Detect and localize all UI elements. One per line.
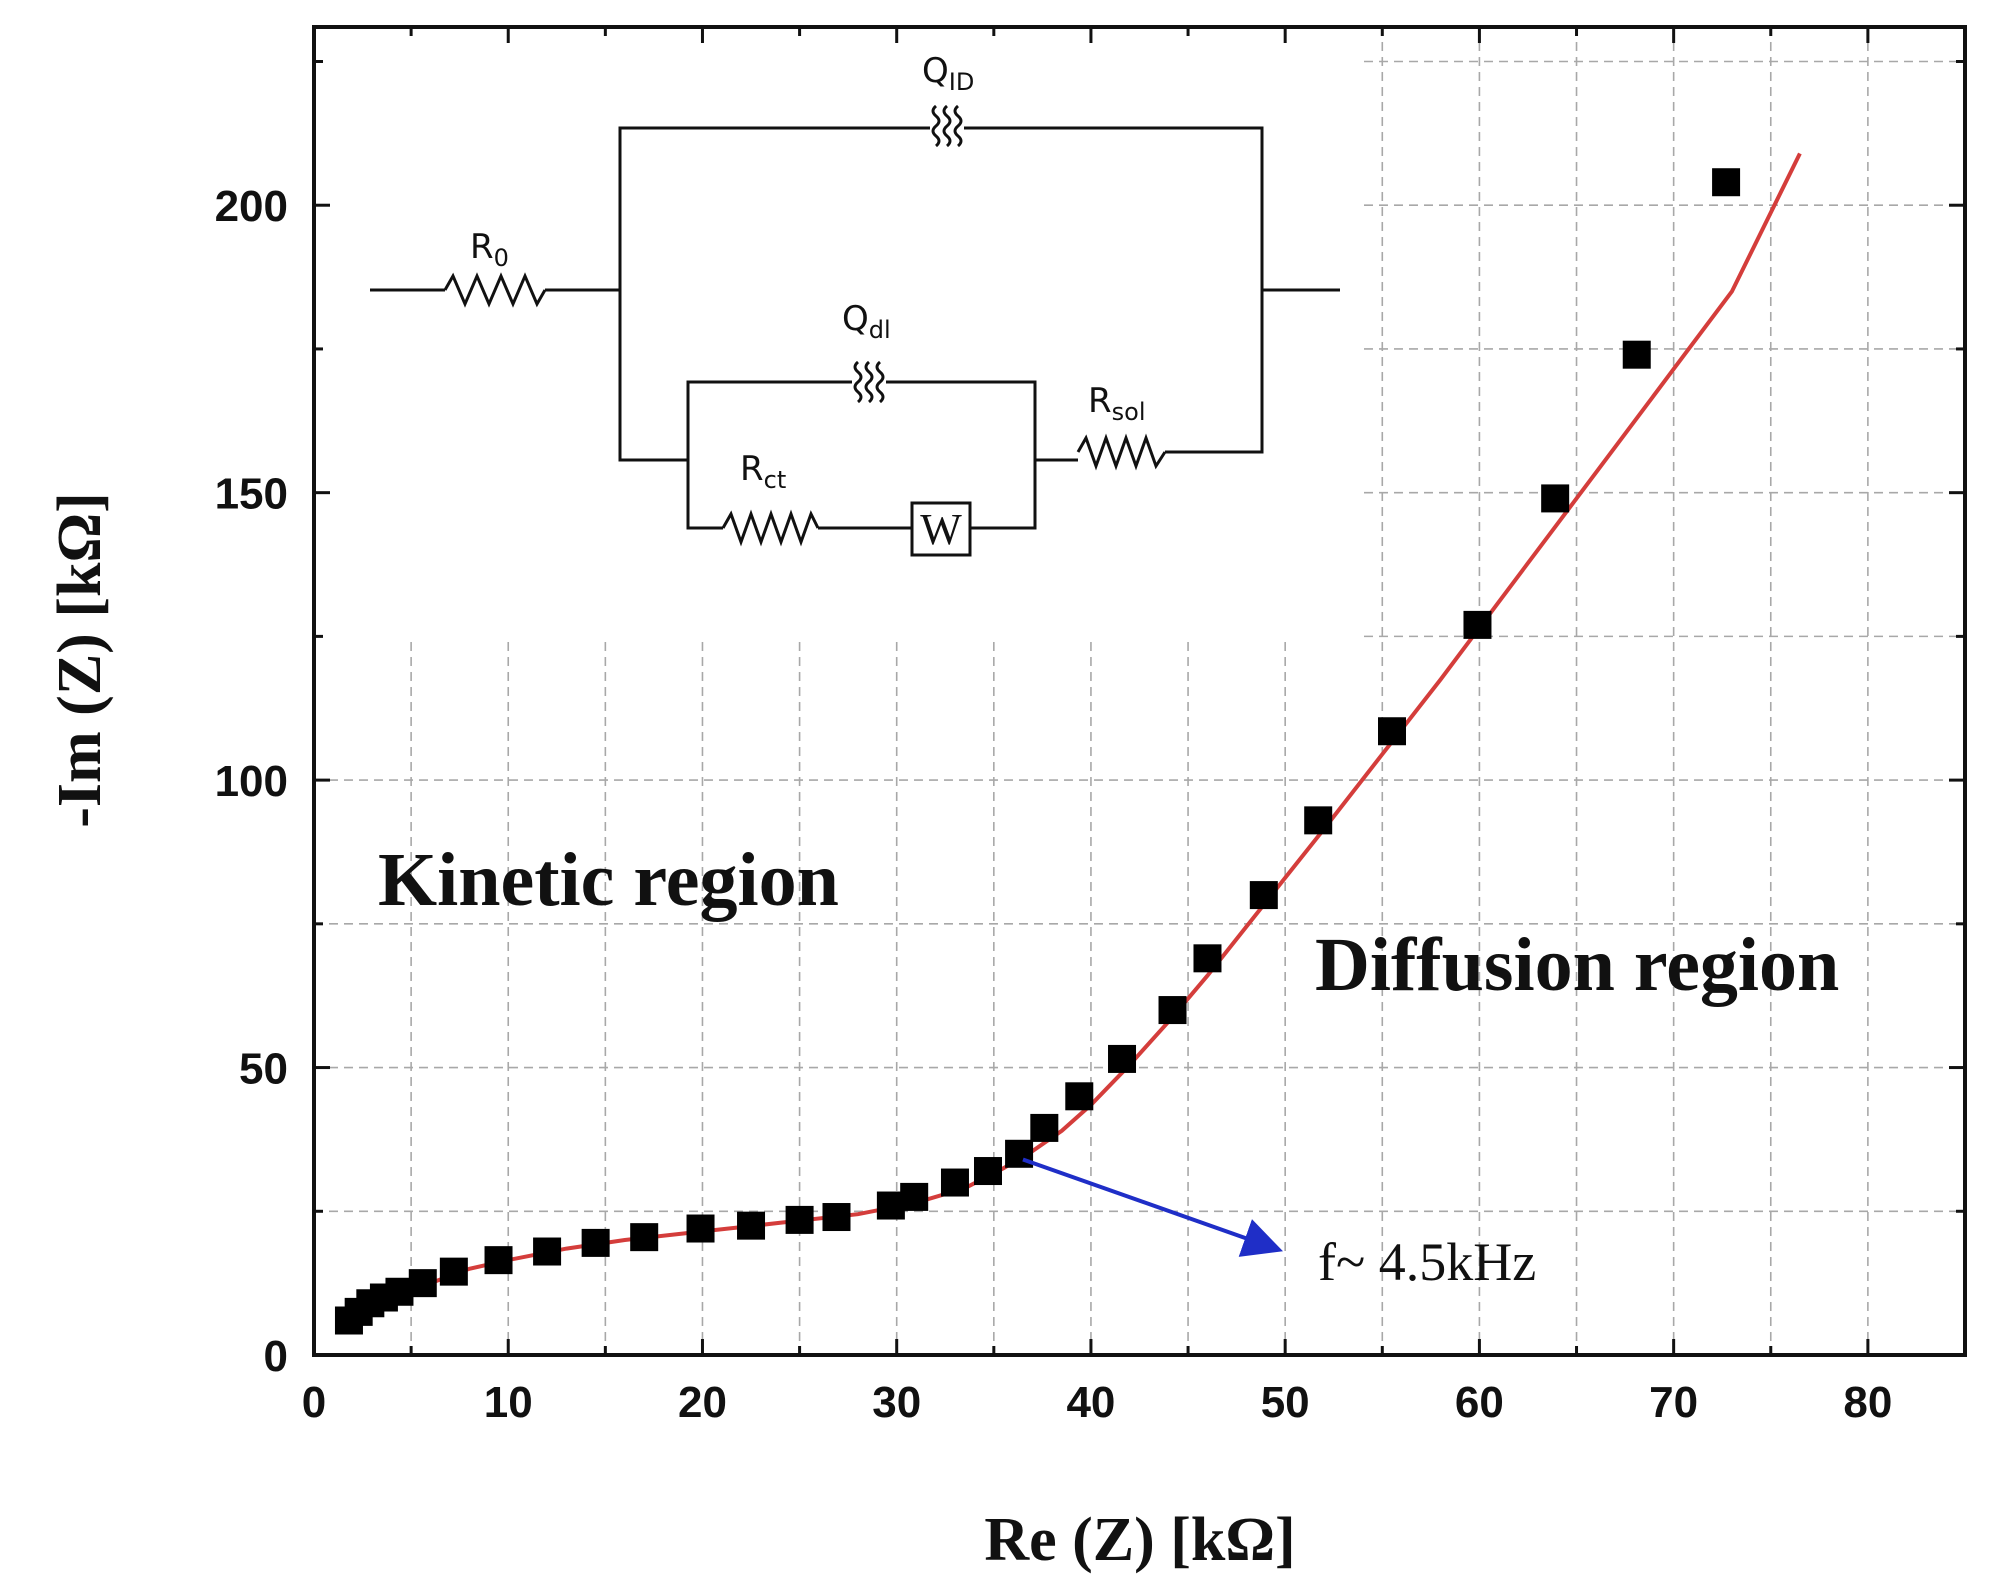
data-point	[1249, 881, 1278, 910]
data-point	[1030, 1113, 1059, 1142]
rsol-label: Rsol	[1088, 381, 1145, 426]
qdl-squiggle-2	[864, 360, 874, 404]
qdl-cpe-element	[852, 360, 886, 406]
x-tick-label: 10	[484, 1378, 533, 1427]
data-point	[1304, 806, 1333, 835]
qdl-squiggle-3	[875, 360, 885, 404]
data-point	[1378, 717, 1407, 746]
plot-frame	[312, 25, 1967, 1357]
r0-resistor	[443, 272, 547, 308]
data-point	[785, 1205, 814, 1234]
rsol-resistor	[1076, 433, 1167, 471]
data-point	[686, 1214, 715, 1243]
x-tick-label: 80	[1843, 1378, 1892, 1427]
data-point	[581, 1228, 610, 1257]
measured-points	[334, 168, 1741, 1335]
kinetic-region-label: Kinetic region	[378, 838, 839, 922]
data-point	[1541, 484, 1570, 513]
qid-cpe-element	[930, 104, 964, 152]
data-point	[1193, 944, 1222, 973]
qdl-squiggle-1	[853, 360, 863, 404]
qdl-label: Qdl	[842, 299, 891, 344]
data-point	[408, 1269, 437, 1298]
axis-ticks	[312, 27, 1967, 1357]
data-point	[1065, 1082, 1094, 1111]
x-tick-label: 60	[1455, 1378, 1504, 1427]
data-point	[900, 1182, 929, 1211]
data-point	[1158, 996, 1187, 1025]
y-tick-label: 100	[215, 757, 288, 806]
y-axis-title: -Im (Z) [kΩ]	[46, 492, 114, 828]
frequency-label: f~ 4.5kHz	[1318, 1232, 1536, 1292]
frequency-arrow	[1022, 1157, 1284, 1257]
qid-squiggle-2	[942, 104, 952, 148]
data-point	[484, 1246, 513, 1275]
data-point	[1463, 610, 1492, 639]
data-point	[1622, 340, 1651, 369]
qid-squiggle-1	[931, 104, 941, 148]
x-tick-label: 70	[1649, 1378, 1698, 1427]
diffusion-region-label: Diffusion region	[1315, 923, 1839, 1007]
x-tick-label: 30	[872, 1378, 921, 1427]
data-point	[940, 1168, 969, 1197]
circuit-wires-right	[1165, 290, 1264, 454]
warburg-label: W	[920, 505, 962, 554]
inset-background	[318, 30, 1358, 640]
data-point	[737, 1211, 766, 1240]
x-tick-label: 40	[1066, 1378, 1115, 1427]
y-tick-label: 150	[215, 470, 288, 519]
data-point	[973, 1157, 1002, 1186]
qid-label: QID	[922, 51, 974, 96]
data-point	[533, 1237, 562, 1266]
x-tick-label: 0	[302, 1378, 326, 1427]
x-tick-label: 20	[678, 1378, 727, 1427]
data-point	[439, 1257, 468, 1286]
data-point	[1108, 1044, 1137, 1073]
x-axis-tick-labels: 0 10 20 30 40 50 60 70 80	[302, 1378, 1893, 1427]
data-point	[822, 1203, 851, 1232]
y-tick-label: 50	[239, 1045, 288, 1094]
circuit-wires-bottom	[686, 460, 1037, 530]
y-tick-label: 0	[264, 1332, 288, 1381]
x-axis-title: Re (Z) [kΩ]	[984, 1506, 1295, 1574]
x-tick-label: 50	[1261, 1378, 1310, 1427]
qid-squiggle-3	[953, 104, 963, 148]
data-point	[1712, 168, 1741, 197]
rct-resistor	[721, 509, 820, 547]
y-tick-label: 200	[215, 182, 288, 231]
equivalent-circuit-inset: W R0 QID Qdl Rct Rsol	[318, 30, 1358, 640]
rct-label: Rct	[740, 449, 786, 494]
r0-label: R0	[470, 227, 509, 272]
warburg-element	[910, 501, 972, 557]
data-point	[630, 1223, 659, 1252]
y-axis-tick-labels: 0 50 100 150 200	[215, 182, 288, 1381]
